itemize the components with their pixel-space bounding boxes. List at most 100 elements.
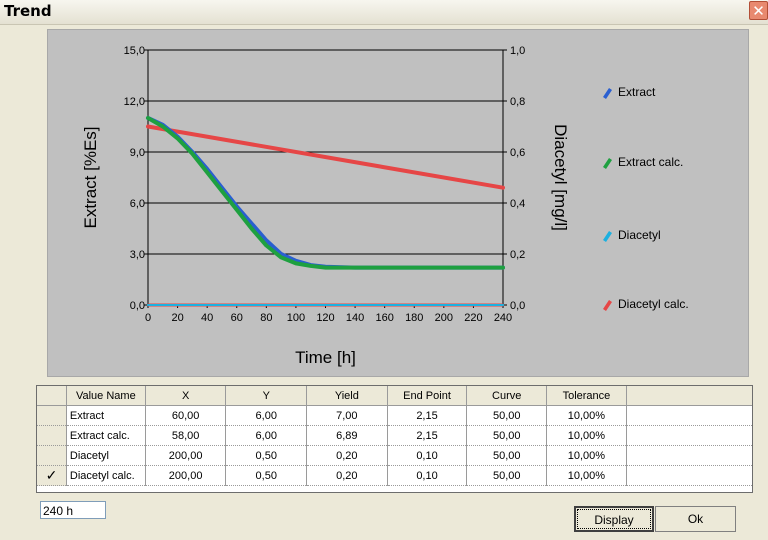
y-tick-label-right: 0,4	[510, 198, 525, 210]
window-title: Trend	[4, 2, 52, 20]
header-value-name[interactable]: Value Name	[66, 386, 146, 406]
y-axis-label-right: Diacetyl [mg/l]	[551, 124, 570, 231]
y-tick-label-right: 0,8	[510, 96, 525, 108]
series-line-diacetyl-calc-	[146, 124, 505, 190]
row-check-cell[interactable]	[37, 425, 67, 446]
cell-tol[interactable]: 10,00%	[546, 405, 627, 426]
y-tick-label-left: 12,0	[124, 96, 145, 108]
legend-swatch-icon	[603, 231, 612, 242]
header-curve[interactable]: Curve	[466, 386, 548, 406]
series-line-extract-calc-	[146, 116, 505, 270]
header-selector	[37, 386, 67, 406]
header-end-point[interactable]: End Point	[387, 386, 468, 406]
cell-filler	[626, 465, 752, 486]
cell-y[interactable]: 6,00	[225, 405, 308, 426]
y-tick-label-left: 3,0	[130, 249, 145, 261]
table-row[interactable]: Diacetyl 200,00 0,50 0,20 0,10 50,00 10,00%	[37, 445, 752, 466]
header-y[interactable]: Y	[225, 386, 308, 406]
cell-filler	[626, 425, 752, 446]
cell-curve[interactable]: 50,00	[466, 425, 548, 446]
row-check-cell[interactable]	[37, 445, 67, 466]
cell-yield[interactable]: 0,20	[306, 445, 388, 466]
cell-curve[interactable]: 50,00	[466, 405, 548, 426]
x-tick-label: 180	[405, 312, 423, 324]
x-tick-label: 0	[145, 312, 151, 324]
legend-swatch-icon	[603, 88, 612, 99]
x-tick-label: 20	[171, 312, 183, 324]
close-icon[interactable]: ✕	[749, 1, 768, 20]
cell-x[interactable]: 60,00	[145, 405, 227, 426]
legend-swatch-icon	[603, 300, 612, 311]
series-line-extract	[146, 116, 505, 270]
cell-x[interactable]: 200,00	[145, 465, 227, 486]
legend-label: Diacetyl	[618, 228, 661, 242]
cell-name[interactable]: Extract	[66, 405, 146, 426]
x-tick-label: 40	[201, 312, 213, 324]
row-check-cell[interactable]: ✓	[37, 465, 67, 486]
time-input[interactable]: 240 h	[40, 501, 106, 519]
header-filler	[626, 386, 752, 406]
y-axis-label-left: Extract [%Es]	[81, 126, 100, 228]
cell-yield[interactable]: 7,00	[306, 405, 388, 426]
cell-y[interactable]: 6,00	[225, 425, 308, 446]
x-tick-label: 60	[231, 312, 243, 324]
cell-yield[interactable]: 0,20	[306, 465, 388, 486]
cell-end[interactable]: 2,15	[387, 425, 468, 446]
cell-tol[interactable]: 10,00%	[546, 445, 627, 466]
table-row[interactable]: Extract 60,00 6,00 7,00 2,15 50,00 10,00%	[37, 405, 752, 426]
legend-label: Extract calc.	[618, 155, 683, 169]
cell-tol[interactable]: 10,00%	[546, 425, 627, 446]
cell-curve[interactable]: 50,00	[466, 465, 548, 486]
x-tick-label: 240	[494, 312, 512, 324]
x-tick-label: 140	[346, 312, 364, 324]
y-tick-label-right: 0,6	[510, 147, 525, 159]
cell-end[interactable]: 0,10	[387, 465, 468, 486]
y-tick-label-left: 0,0	[130, 300, 145, 312]
table-row[interactable]: ✓ Diacetyl calc. 200,00 0,50 0,20 0,10 50,00 10…	[37, 465, 752, 486]
cell-x[interactable]: 200,00	[145, 445, 227, 466]
chart-panel: 0,0 3,0 6,0 9,0 12,0 15,0 0,0 0,2 0,4 0,6 0,8 1,0 0 2…	[47, 29, 749, 377]
table-header-row: Value Name X Y Yield End Point Curve Tol…	[37, 386, 752, 406]
x-tick-label: 200	[435, 312, 453, 324]
x-tick-label: 160	[375, 312, 393, 324]
cell-tol[interactable]: 10,00%	[546, 465, 627, 486]
header-tolerance[interactable]: Tolerance	[546, 386, 627, 406]
cell-name[interactable]: Extract calc.	[66, 425, 146, 446]
cell-filler	[626, 445, 752, 466]
cell-yield[interactable]: 6,89	[306, 425, 388, 446]
header-yield[interactable]: Yield	[306, 386, 388, 406]
trend-chart: 0,0 3,0 6,0 9,0 12,0 15,0 0,0 0,2 0,4 0,6 0,8 1,0 0 2…	[81, 45, 689, 367]
x-tick-label: 80	[260, 312, 272, 324]
x-axis-label: Time [h]	[295, 348, 356, 367]
cell-name[interactable]: Diacetyl	[66, 445, 146, 466]
cell-name[interactable]: Diacetyl calc.	[66, 465, 146, 486]
display-button[interactable]: Display	[574, 506, 654, 532]
header-x[interactable]: X	[145, 386, 227, 406]
ok-button[interactable]: Ok	[655, 506, 736, 532]
legend-label: Extract	[618, 85, 656, 99]
cell-x[interactable]: 58,00	[145, 425, 227, 446]
cell-y[interactable]: 0,50	[225, 465, 308, 486]
cell-filler	[626, 405, 752, 426]
title-bar[interactable]: Trend ✕	[0, 0, 768, 25]
values-table: Value Name X Y Yield End Point Curve Tol…	[37, 386, 752, 486]
y-tick-label-left: 9,0	[130, 147, 145, 159]
values-grid[interactable]: Value Name X Y Yield End Point Curve Tol…	[36, 385, 753, 493]
row-check-cell[interactable]	[37, 405, 67, 426]
cell-curve[interactable]: 50,00	[466, 445, 548, 466]
x-tick-label: 100	[287, 312, 305, 324]
legend-swatch-icon	[603, 158, 612, 169]
cell-end[interactable]: 0,10	[387, 445, 468, 466]
y-tick-label-left: 6,0	[130, 198, 145, 210]
cell-end[interactable]: 2,15	[387, 405, 468, 426]
table-row[interactable]: Extract calc. 58,00 6,00 6,89 2,15 50,00 10,00…	[37, 425, 752, 446]
cell-y[interactable]: 0,50	[225, 445, 308, 466]
x-tick-label: 220	[464, 312, 482, 324]
y-tick-label-right: 0,0	[510, 300, 525, 312]
y-tick-label-right: 1,0	[510, 45, 525, 57]
y-tick-label-left: 15,0	[124, 45, 145, 57]
x-tick-label: 120	[316, 312, 334, 324]
legend-label: Diacetyl calc.	[618, 297, 689, 311]
y-tick-label-right: 0,2	[510, 249, 525, 261]
